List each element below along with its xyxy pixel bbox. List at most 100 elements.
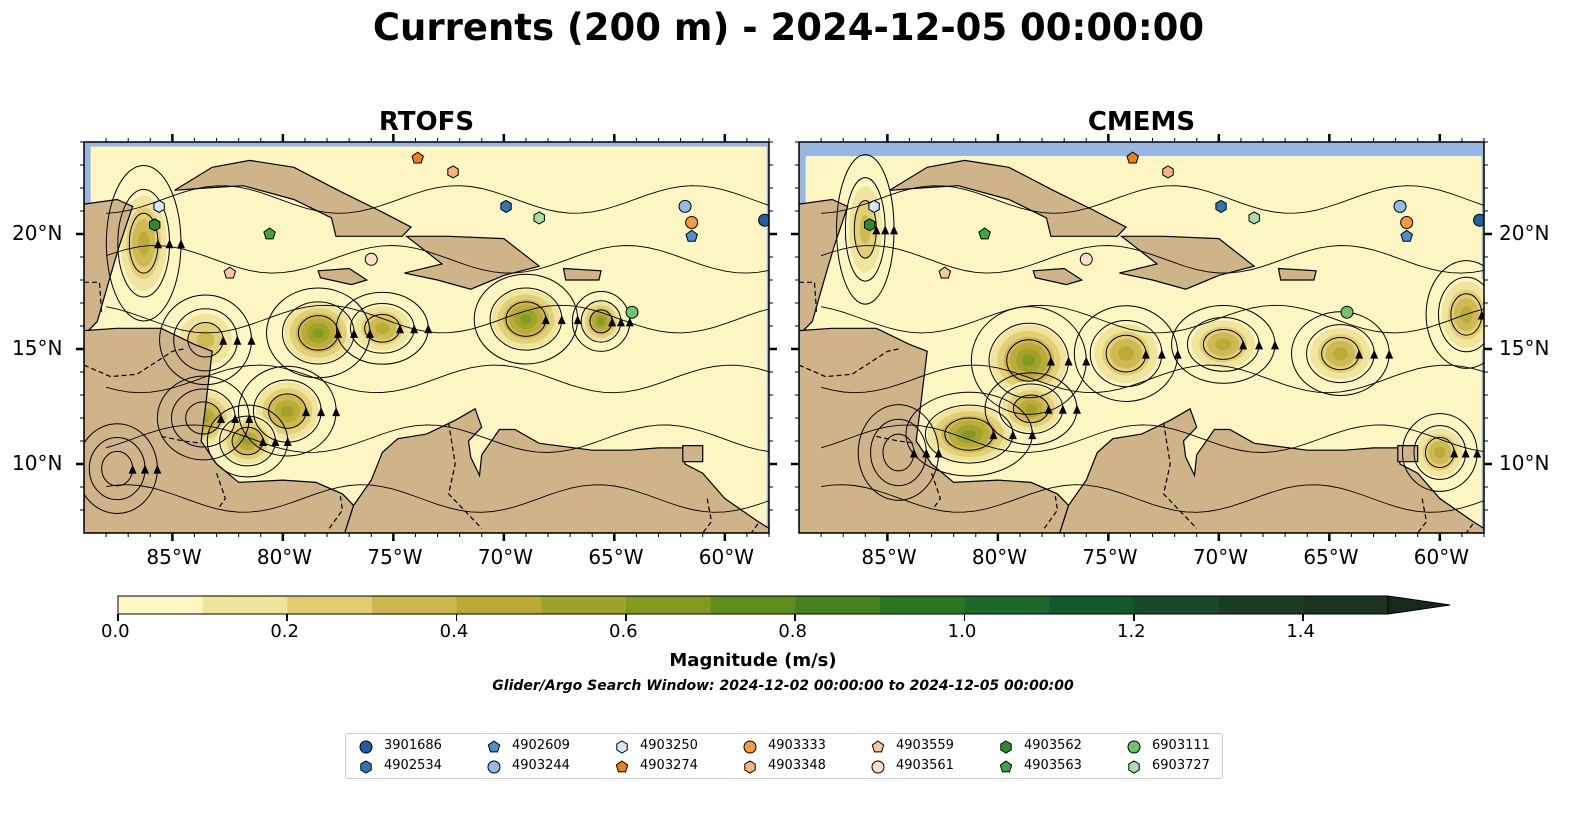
legend-label: 4903348 — [768, 758, 826, 773]
platform-marker-4902534 — [500, 199, 512, 213]
platform-marker-4903561 — [1079, 252, 1093, 266]
platform-marker-6903111 — [625, 305, 639, 319]
platform-marker-4903563 — [263, 227, 276, 240]
colorbar-segment — [372, 596, 458, 614]
lon-tick-label: 80°W — [256, 545, 313, 569]
colorbar-tick — [625, 614, 627, 621]
colorbar-tick — [794, 614, 796, 621]
lon-tick-label: 70°W — [477, 545, 534, 569]
platform-marker-4902609 — [685, 229, 698, 242]
legend-marker — [871, 760, 885, 774]
legend-marker — [999, 760, 1013, 773]
lon-tick-label: 65°W — [588, 545, 644, 569]
colorbar-tick — [286, 614, 288, 621]
panel-title-rtofs: RTOFS — [378, 107, 475, 137]
lat-tick-label: 20°N — [1499, 221, 1550, 245]
colorbar-segment — [710, 596, 796, 614]
platform-marker-4903250 — [153, 199, 165, 213]
legend-label: 6903727 — [1152, 758, 1210, 773]
colorbar-tick — [963, 614, 966, 621]
colorbar-segment — [202, 596, 288, 614]
legend-marker — [1127, 740, 1141, 754]
platform-legend: 3901686 4902534 4902609 4903244 4903250 49032… — [345, 733, 1223, 779]
colorbar-segment — [541, 596, 627, 614]
legend-label: 4903561 — [896, 758, 954, 773]
legend-marker — [616, 740, 628, 754]
colorbar-segment — [1134, 596, 1220, 614]
colorbar-tick-label: 1.0 — [947, 621, 977, 642]
platform-marker-4903274 — [1126, 151, 1139, 164]
platform-marker-4903562 — [864, 218, 876, 232]
lat-tick-label: 15°N — [12, 336, 63, 360]
colorbar-tick — [1133, 614, 1135, 621]
lon-tick-label: 60°W — [698, 545, 755, 569]
colorbar-segment — [880, 596, 966, 614]
colorbar-segment — [287, 596, 373, 614]
lon-tick-label: 75°W — [1082, 545, 1138, 569]
colorbar-tick — [1302, 614, 1304, 621]
map-panels — [76, 134, 1492, 541]
lon-tick-label: 75°W — [367, 545, 423, 569]
colorbar-tick-label: 0.6 — [609, 621, 638, 642]
platform-marker-4903250 — [868, 199, 880, 213]
lat-tick-label: 10°N — [12, 451, 63, 475]
legend-label: 4903559 — [896, 738, 954, 753]
legend-marker — [744, 760, 756, 774]
colorbar-segment — [964, 596, 1050, 614]
legend-marker — [743, 740, 757, 754]
panel-title-cmems: CMEMS — [1087, 107, 1196, 137]
colorbar-segment — [1303, 596, 1389, 614]
lon-tick-label: 85°W — [861, 545, 917, 569]
platform-marker-4903563 — [978, 227, 991, 240]
colorbar-segment — [626, 596, 712, 614]
colorbar-tick — [117, 614, 119, 621]
platform-marker-4903348 — [1162, 165, 1174, 179]
colorbar-tick-label: 1.2 — [1117, 621, 1146, 642]
platform-marker-4903333 — [1400, 216, 1414, 229]
legend-marker — [359, 740, 373, 754]
search-window-caption: Glider/Argo Search Window: 2024-12-02 00… — [492, 678, 1074, 694]
legend-label: 4903274 — [640, 758, 698, 773]
colorbar-title: Magnitude (m/s) — [669, 650, 837, 671]
platform-marker-3901686 — [1473, 213, 1484, 227]
colorbar-tick — [455, 614, 458, 621]
legend-marker — [360, 760, 372, 774]
legend-label: 4903333 — [768, 738, 826, 753]
colorbar-tick-label: 0.2 — [270, 621, 299, 642]
legend-label: 4902609 — [512, 738, 570, 753]
platform-marker-4903348 — [447, 165, 459, 179]
platform-marker-4903559 — [938, 266, 952, 279]
platform-marker-4903274 — [411, 151, 424, 164]
lat-tick-label: 20°N — [12, 221, 63, 245]
rtofs-map — [84, 142, 769, 533]
platform-marker-4903244 — [1393, 199, 1407, 213]
cmems-map — [799, 142, 1484, 533]
colorbar-tick-label: 0.4 — [439, 621, 469, 642]
legend-label: 6903111 — [1152, 738, 1210, 753]
legend-marker — [1128, 760, 1140, 774]
figure-title: Currents (200 m) - 2024-12-05 00:00:00 — [372, 6, 1205, 49]
colorbar-segment — [1049, 596, 1135, 614]
legend-marker — [487, 760, 501, 774]
colorbar-segment — [795, 596, 881, 614]
legend-label: 4903563 — [1024, 758, 1082, 773]
lat-tick-label: 15°N — [1499, 336, 1550, 360]
platform-marker-4902534 — [1215, 199, 1227, 213]
legend-label: 3901686 — [384, 738, 442, 753]
legend-label: 4903244 — [512, 758, 570, 773]
colorbar-segment — [456, 596, 542, 614]
legend-label: 4903562 — [1024, 738, 1082, 753]
legend-marker — [487, 740, 501, 753]
colorbar-tick-label: 1.4 — [1286, 621, 1315, 642]
lat-tick-label: 10°N — [1499, 451, 1550, 475]
platform-marker-4903561 — [364, 252, 378, 266]
platform-marker-4903244 — [678, 199, 692, 213]
platform-marker-6903727 — [533, 211, 545, 225]
lon-tick-label: 70°W — [1192, 545, 1249, 569]
platform-marker-4903559 — [223, 266, 237, 279]
colorbar-tick-label: 0.0 — [101, 621, 130, 642]
legend-marker — [615, 760, 629, 773]
platform-marker-4903562 — [149, 218, 161, 232]
colorbar-extend-arrow — [1387, 595, 1451, 615]
colorbar — [117, 595, 1451, 615]
